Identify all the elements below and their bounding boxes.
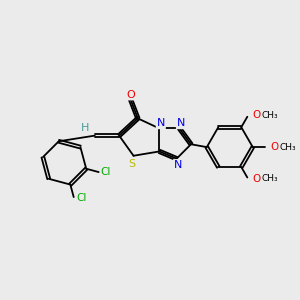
Text: O: O xyxy=(253,174,261,184)
Text: O: O xyxy=(126,89,135,100)
Text: CH₃: CH₃ xyxy=(262,111,278,120)
Text: O: O xyxy=(270,142,278,152)
Text: CH₃: CH₃ xyxy=(279,142,296,152)
Text: S: S xyxy=(128,159,136,169)
Text: CH₃: CH₃ xyxy=(262,174,278,183)
Text: O: O xyxy=(253,110,261,120)
Text: Cl: Cl xyxy=(101,167,111,176)
Text: N: N xyxy=(177,118,185,128)
Text: Cl: Cl xyxy=(76,193,87,202)
Text: N: N xyxy=(157,118,165,128)
Text: N: N xyxy=(174,160,182,170)
Text: H: H xyxy=(81,123,90,133)
